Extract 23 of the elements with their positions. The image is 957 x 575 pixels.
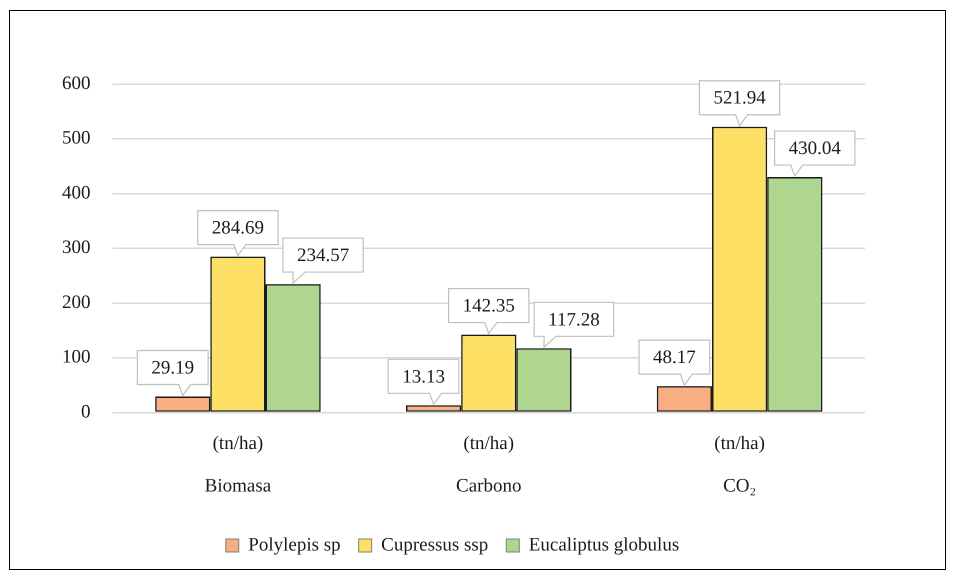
data-label: 48.17: [653, 347, 696, 368]
frame: Polylepis sp Cupressus ssp Eucaliptus globulus (tn/ha) Biomasa (tn/ha) Carbono (tn/ha) CO₂ 0 100 200 300 400 500 600 29.19 13.13 48.17 284.69 142.35 521.94 234.57 117.28 430.04: [9, 10, 946, 570]
x-tick-label: (tn/ha) Biomasa: [204, 432, 272, 497]
y-tick-label: 400: [62, 182, 90, 204]
data-label: 234.57: [296, 245, 350, 266]
data-label: 430.04: [788, 138, 842, 160]
legend-label: Polylepis sp: [248, 534, 341, 556]
legend-label: Eucaliptus globulus: [528, 534, 680, 556]
x-tick-label: (tn/ha) CO₂: [714, 432, 765, 497]
data-label: 284.69: [212, 218, 264, 239]
data-label: 13.13: [402, 366, 445, 388]
y-tick-label: 300: [62, 237, 90, 258]
y-tick-label: 200: [62, 292, 90, 313]
y-tick-label: 500: [62, 128, 90, 149]
y-tick-label: 100: [62, 346, 90, 368]
y-tick-label: 0: [81, 401, 90, 422]
data-label: 29.19: [151, 358, 194, 379]
data-label: 117.28: [548, 309, 600, 330]
y-tick-label: 600: [62, 72, 90, 94]
data-label: 142.35: [462, 296, 515, 317]
x-tick-label: (tn/ha) Carbono: [456, 432, 522, 497]
legend-label: Cupressus ssp: [381, 534, 488, 556]
data-label: 521.94: [713, 88, 766, 109]
